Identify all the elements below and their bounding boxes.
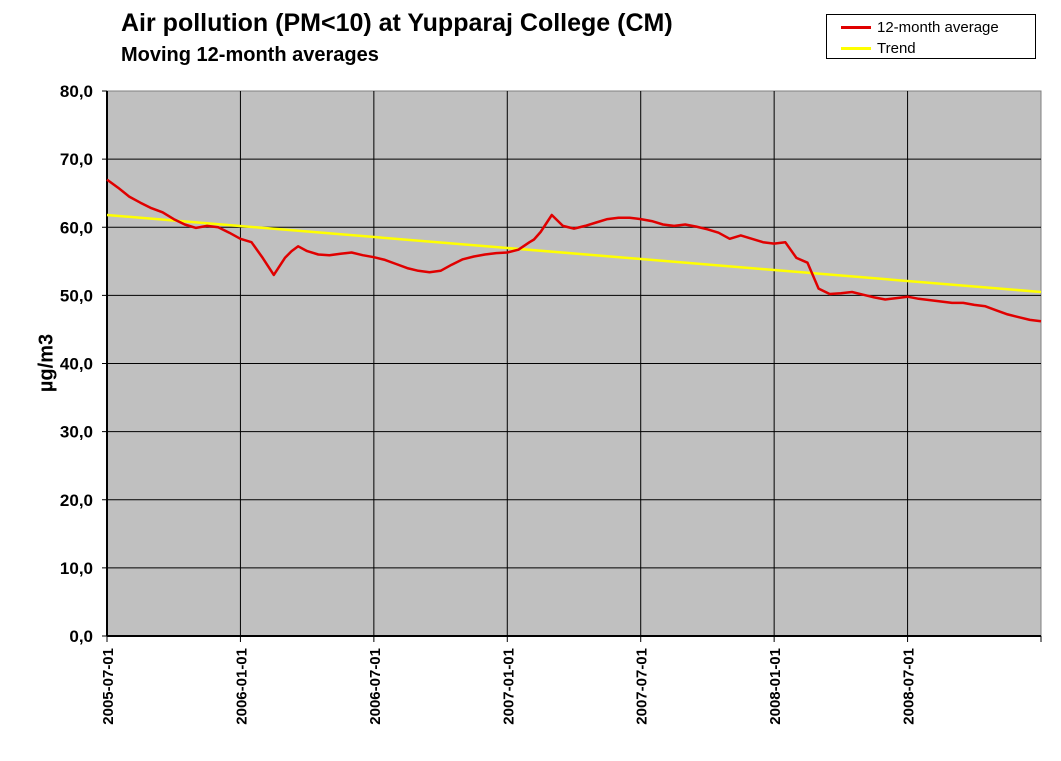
y-tick-label: 30,0 (60, 423, 93, 442)
y-tick-label: 70,0 (60, 150, 93, 169)
x-tick-label: 2008-01-01 (767, 648, 784, 725)
chart-title: Air pollution (PM<10) at Yupparaj Colleg… (121, 9, 673, 37)
legend-label-average: 12-month average (877, 18, 999, 36)
y-tick-label: 0,0 (69, 627, 93, 646)
y-tick-label: 10,0 (60, 559, 93, 578)
legend-swatch-average (841, 25, 871, 29)
x-tick-label: 2006-01-01 (233, 648, 250, 725)
y-tick-label: 60,0 (60, 218, 93, 237)
y-tick-label: 80,0 (60, 82, 93, 101)
legend: 12-month average Trend (826, 14, 1036, 59)
legend-item-trend: Trend (827, 38, 916, 58)
legend-label-trend: Trend (877, 39, 916, 57)
y-tick-label: 40,0 (60, 355, 93, 374)
x-tick-label: 2007-07-01 (634, 648, 651, 725)
legend-swatch-trend (841, 46, 871, 50)
legend-item-average: 12-month average (827, 17, 999, 37)
chart-subtitle: Moving 12-month averages (121, 44, 379, 66)
y-tick-label: 50,0 (60, 286, 93, 305)
series-line-12-month-average (106, 178, 1042, 323)
y-tick-label: 20,0 (60, 491, 93, 510)
x-tick-label: 2008-07-01 (901, 648, 918, 725)
x-tick-label: 2005-07-01 (100, 648, 117, 725)
x-tick-label: 2007-01-01 (500, 648, 517, 725)
series-line-trend (106, 213, 1042, 294)
x-tick-label: 2006-07-01 (367, 648, 384, 725)
